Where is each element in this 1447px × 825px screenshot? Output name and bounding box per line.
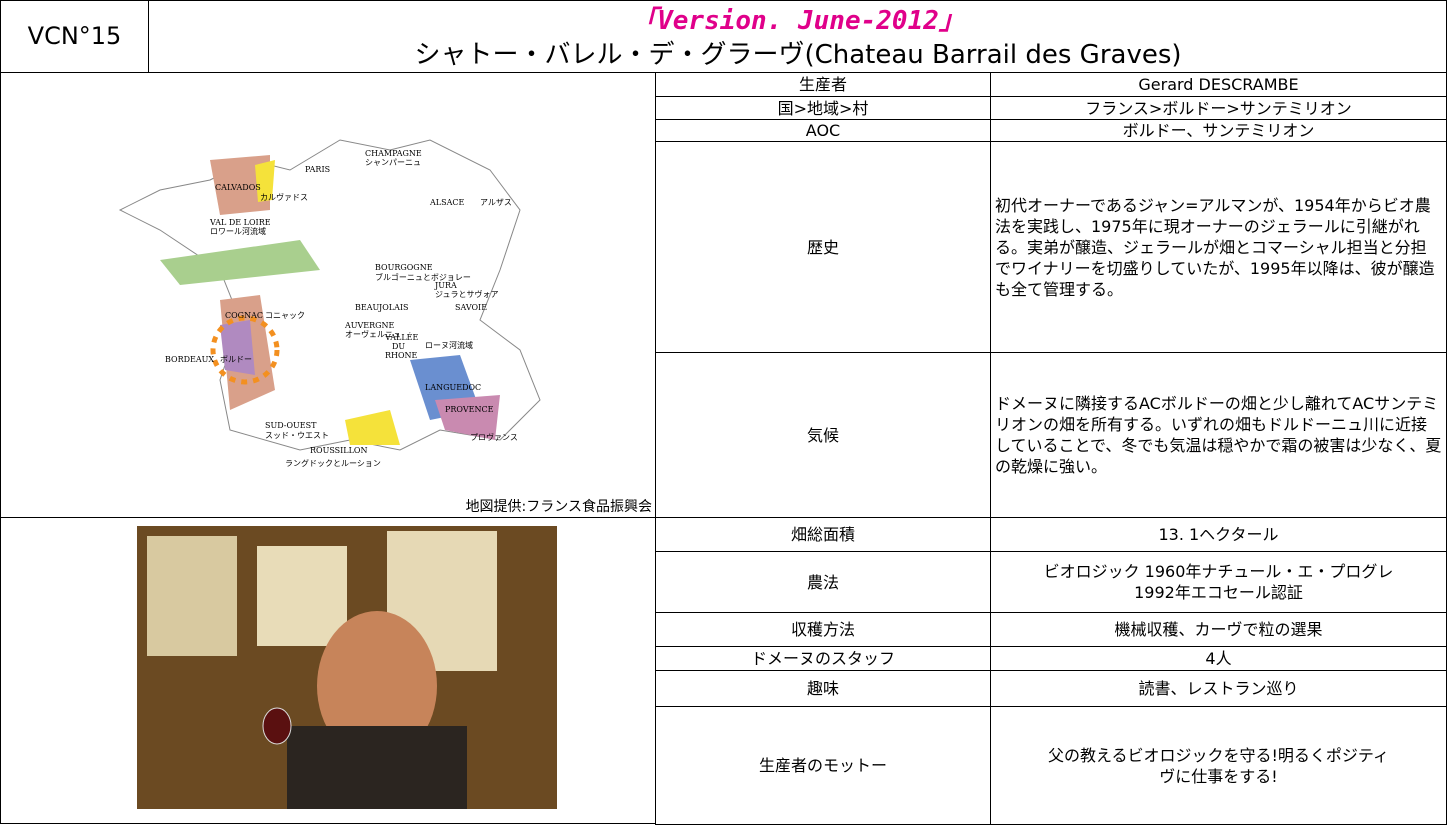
map-label: AUVERGNE bbox=[344, 321, 395, 330]
label-cell: ドメーヌのスタッフ bbox=[655, 646, 991, 671]
region bbox=[255, 160, 275, 202]
label-cell: 生産者のモットー bbox=[655, 706, 991, 825]
label-cell: 気候 bbox=[655, 352, 991, 518]
map-label: VAL DE LOIRE bbox=[209, 218, 271, 227]
region bbox=[220, 320, 255, 375]
label-cell: 趣味 bbox=[655, 670, 991, 707]
map-label: アルザス bbox=[480, 198, 512, 207]
value-cell: 13. 1ヘクタール bbox=[990, 517, 1447, 552]
map-label: LANGUEDOC bbox=[425, 383, 481, 392]
label-cell: 収穫方法 bbox=[655, 612, 991, 647]
title: シャトー・バレル・デ・グラーヴ(Chateau Barrail des Grav… bbox=[414, 40, 1182, 70]
highlight bbox=[210, 315, 280, 385]
map-label: BEAUJOLAIS bbox=[355, 303, 409, 312]
value-cell: ビオロジック 1960年ナチュール・エ・プログレ 1992年エコセール認証 bbox=[990, 551, 1447, 613]
region bbox=[345, 410, 400, 445]
map-label: ALSACE bbox=[429, 198, 464, 207]
map-label: COGNAC bbox=[225, 311, 263, 320]
map-label: ボルドー bbox=[220, 355, 252, 364]
region bbox=[160, 240, 320, 285]
map-label: DU bbox=[392, 342, 405, 351]
map-label: RHONE bbox=[385, 351, 418, 360]
map-label: PARIS bbox=[305, 165, 330, 174]
map-label: CALVADOS bbox=[215, 183, 261, 192]
map-label: オーヴェルニュ bbox=[345, 329, 401, 339]
map-label: SAVOIE bbox=[455, 303, 487, 312]
version: 「Version. June-2012」 bbox=[631, 6, 965, 36]
map-label: ブルゴーニュとボジョレー bbox=[375, 272, 471, 282]
photo bbox=[137, 526, 557, 809]
value-cell: 機械収穫、カーヴで粒の選果 bbox=[990, 612, 1447, 647]
map-label: BOURGOGNE bbox=[375, 263, 433, 272]
label-cell: 畑総面積 bbox=[655, 517, 991, 552]
map-label: ラングドックとルーション bbox=[285, 458, 381, 468]
map-label: ジュラとサヴォア bbox=[435, 289, 498, 299]
label-cell: AOC bbox=[655, 119, 991, 142]
label-cell: 生産者 bbox=[655, 72, 991, 97]
map-label: シャンパーニュ bbox=[365, 158, 421, 167]
map-label: BORDEAUX bbox=[165, 355, 214, 364]
value-cell: フランス>ボルドー>サンテミリオン bbox=[990, 96, 1447, 120]
value-cell: 4人 bbox=[990, 646, 1447, 671]
label-cell: 歴史 bbox=[655, 141, 991, 353]
region bbox=[435, 395, 500, 440]
value-cell: 読書、レストラン巡り bbox=[990, 670, 1447, 707]
map-label: ROUSSILLON bbox=[310, 446, 368, 455]
value-cell: 初代オーナーであるジャン=アルマンが、1954年からビオ農法を実践し、1975年… bbox=[990, 141, 1447, 353]
code: VCN°15 bbox=[27, 22, 122, 50]
map-label: ロワール河流域 bbox=[210, 226, 266, 236]
map-label: ローヌ河流域 bbox=[425, 340, 473, 350]
map-label: コニャック bbox=[265, 311, 305, 320]
code-cell: VCN°15 bbox=[0, 0, 149, 73]
map-label: JURA bbox=[434, 281, 457, 290]
value-cell: ボルドー、サンテミリオン bbox=[990, 119, 1447, 142]
label-cell: 国>地域>村 bbox=[655, 96, 991, 120]
map-label: PROVENCE bbox=[445, 405, 494, 414]
map-credit: 地図提供:フランス食品振興会 bbox=[465, 499, 652, 515]
region bbox=[210, 155, 270, 215]
value-cell: 父の教えるビオロジックを守る!明るくポジティヴに仕事をする! bbox=[990, 706, 1447, 825]
map-label: カルヴァドス bbox=[260, 192, 308, 202]
map-label: スッド・ウエスト bbox=[265, 431, 329, 440]
value-cell: ドメーヌに隣接するACボルドーの畑と少し離れてACサンテミリオンの畑を所有する。… bbox=[990, 352, 1447, 518]
map-label: CHAMPAGNE bbox=[365, 149, 422, 158]
value-cell: Gerard DESCRAMBE bbox=[990, 72, 1447, 97]
label-cell: 農法 bbox=[655, 551, 991, 613]
map-label: SUD-OUEST bbox=[265, 421, 317, 430]
map-label: VALLÉE bbox=[384, 333, 418, 342]
map-label: プロヴァンス bbox=[470, 432, 518, 442]
